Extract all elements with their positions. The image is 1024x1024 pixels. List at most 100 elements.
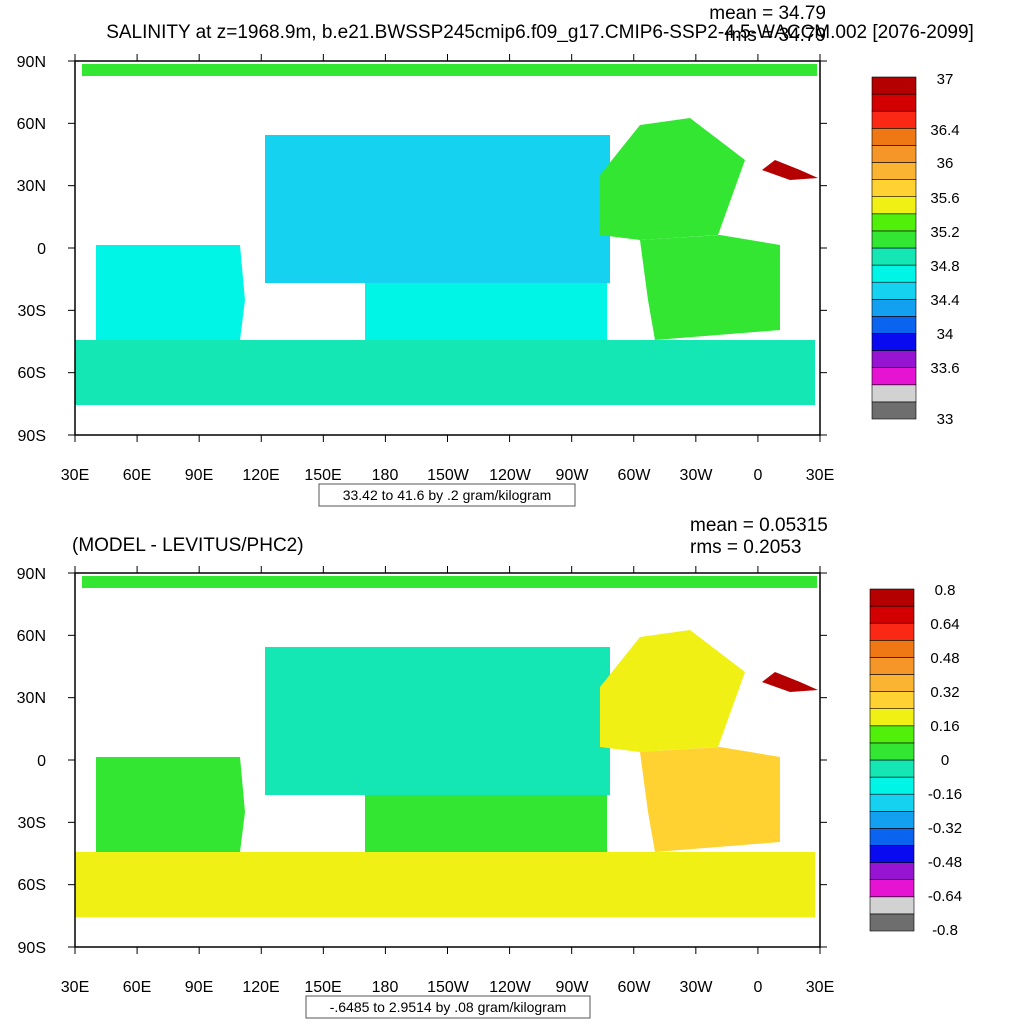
colorbar-swatch <box>871 76 917 95</box>
difference-panel: (MODEL - LEVITUS/PHC2) mean = 0.05315 rm… <box>17 515 962 1019</box>
colorbar-label: 34 <box>937 326 954 343</box>
colorbar-swatch <box>869 691 915 709</box>
colorbar-swatch <box>871 179 917 198</box>
colorbar-swatch <box>869 742 915 761</box>
colorbar-swatch <box>871 128 917 146</box>
x-tick-label: 90E <box>185 979 213 996</box>
colorbar-swatch <box>869 793 915 812</box>
colorbar-label: -0.48 <box>928 854 962 871</box>
x-tick-label: 180 <box>372 979 399 996</box>
colorbar-swatch <box>869 810 915 829</box>
y-tick-label: 90S <box>18 940 46 957</box>
colorbar-swatch <box>869 828 915 846</box>
colorbar-swatch <box>871 145 917 163</box>
x-tick-label: 30W <box>680 467 714 484</box>
colorbar-swatch <box>869 674 915 692</box>
colorbar-swatch <box>871 196 917 215</box>
difference-tick-marks <box>68 566 827 954</box>
colorbar-label: -0.16 <box>928 786 962 803</box>
y-tick-label: 90N <box>17 566 46 583</box>
y-tick-label: 30S <box>18 303 46 320</box>
salinity-map <box>75 64 818 405</box>
colorbar-swatch <box>869 657 915 675</box>
colorbar-swatch <box>871 264 917 283</box>
salinity-mean: mean = 34.79 <box>709 3 826 24</box>
salinity-range-box: 33.42 to 41.6 by .2 gram/kilogram <box>318 483 576 507</box>
x-tick-label: 0 <box>754 979 763 996</box>
colorbar-label: 35.2 <box>930 224 959 241</box>
colorbar-swatch <box>871 247 917 266</box>
x-tick-label: 150W <box>427 467 470 484</box>
region-south-atlantic <box>640 235 780 340</box>
colorbar-swatch <box>869 605 915 624</box>
x-tick-label: 120W <box>489 467 532 484</box>
salinity-tick-marks <box>68 54 827 442</box>
y-tick-label: 60S <box>18 365 46 382</box>
x-tick-label: 90E <box>185 467 213 484</box>
colorbar-swatch <box>871 281 917 300</box>
x-tick-label: 60W <box>618 467 652 484</box>
colorbar-label: 33.6 <box>930 360 959 377</box>
region-southern-ocean <box>75 852 815 917</box>
region-north-atlantic <box>600 118 745 240</box>
salinity-range-label: 33.42 to 41.6 by .2 gram/kilogram <box>343 487 552 503</box>
difference-colorbar-labels: 0.8 0.64 0.48 0.32 0.16 0 -0.16 -0.32 -0… <box>928 582 962 939</box>
colorbar-swatch <box>869 708 915 727</box>
region-north-atlantic <box>600 630 745 752</box>
region-south-atlantic <box>640 747 780 852</box>
colorbar-label: -0.64 <box>928 888 962 905</box>
colorbar-swatch <box>869 776 915 795</box>
difference-rms: rms = 0.2053 <box>690 537 801 558</box>
colorbar-swatch <box>871 162 917 180</box>
salinity-title: SALINITY at z=1968.9m, b.e21.BWSSP245cmi… <box>106 22 974 43</box>
x-tick-label: 30E <box>806 467 834 484</box>
colorbar-swatch <box>871 213 917 232</box>
difference-range-box: -.6485 to 2.9514 by .08 gram/kilogram <box>305 995 591 1019</box>
y-tick-label: 60S <box>18 877 46 894</box>
y-tick-label: 0 <box>37 753 46 770</box>
colorbar-label: -0.32 <box>928 820 962 837</box>
colorbar-swatch <box>869 879 915 898</box>
colorbar-swatch <box>871 350 917 369</box>
salinity-x-axis: 30E 60E 90E 120E 150E 180 150W 120W 90W … <box>61 467 834 484</box>
x-tick-label: 180 <box>372 467 399 484</box>
colorbar-swatch <box>871 110 917 129</box>
difference-map <box>75 576 818 917</box>
y-tick-label: 30S <box>18 815 46 832</box>
y-tick-label: 60N <box>17 116 46 133</box>
x-tick-label: 0 <box>754 467 763 484</box>
region-mediterranean <box>762 672 818 692</box>
colorbar-swatch <box>871 316 917 334</box>
x-tick-label: 120W <box>489 979 532 996</box>
x-tick-label: 120E <box>242 979 279 996</box>
colorbar-label: 35.6 <box>930 190 959 207</box>
region-north-pacific <box>265 647 610 795</box>
colorbar-label: 0.32 <box>930 684 959 701</box>
y-tick-label: 90N <box>17 54 46 71</box>
colorbar-swatch <box>871 93 917 112</box>
y-tick-label: 90S <box>18 428 46 445</box>
difference-x-axis: 30E 60E 90E 120E 150E 180 150W 120W 90W … <box>61 979 834 996</box>
region-arctic <box>82 576 817 588</box>
salinity-panel: SALINITY at z=1968.9m, b.e21.BWSSP245cmi… <box>17 3 974 507</box>
x-tick-label: 120E <box>242 467 279 484</box>
colorbar-label: 0.64 <box>930 616 959 633</box>
y-tick-label: 60N <box>17 628 46 645</box>
x-tick-label: 60W <box>618 979 652 996</box>
colorbar-label: 37 <box>937 71 954 88</box>
colorbar-label: 34.8 <box>930 258 959 275</box>
x-tick-label: 90W <box>556 467 590 484</box>
x-tick-label: 30E <box>61 979 89 996</box>
y-tick-label: 30N <box>17 178 46 195</box>
x-tick-label: 150W <box>427 979 470 996</box>
colorbar-label: 0 <box>941 752 949 769</box>
colorbar-label: 0.8 <box>935 582 956 599</box>
region-indian-ocean <box>96 245 245 340</box>
colorbar-swatch <box>869 588 915 607</box>
colorbar-swatch <box>869 896 915 915</box>
colorbar-swatch <box>869 913 915 932</box>
colorbar-label: 0.16 <box>930 718 959 735</box>
y-tick-label: 30N <box>17 690 46 707</box>
difference-colorbar <box>869 588 915 932</box>
